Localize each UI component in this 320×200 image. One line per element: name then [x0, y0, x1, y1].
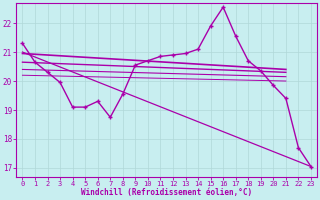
X-axis label: Windchill (Refroidissement éolien,°C): Windchill (Refroidissement éolien,°C) — [81, 188, 252, 197]
